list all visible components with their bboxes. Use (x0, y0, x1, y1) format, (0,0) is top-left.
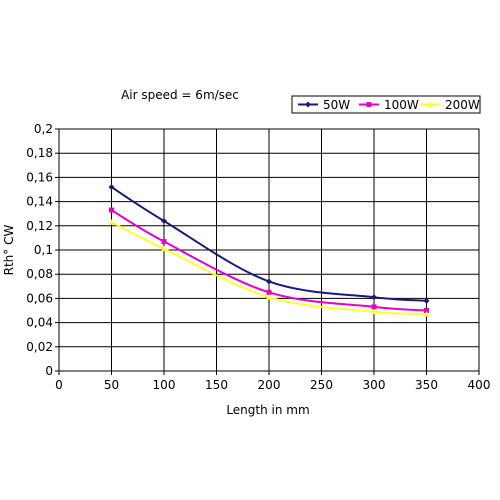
y-tick-label: 0,18 (26, 146, 53, 160)
series-100W (109, 207, 429, 313)
x-tick-label: 150 (205, 378, 228, 392)
data-point (266, 278, 272, 285)
y-tick-label: 0,12 (26, 219, 53, 233)
x-tick-label: 250 (310, 378, 333, 392)
data-point (424, 308, 429, 313)
data-point (161, 239, 167, 245)
data-point (161, 245, 167, 252)
x-tick-label: 50 (104, 378, 119, 392)
y-tick-label: 0,16 (26, 170, 53, 184)
y-tick-label: 0,14 (26, 195, 53, 209)
legend-label: 100W (384, 98, 419, 112)
y-axis-label: Rth° CW (2, 225, 16, 276)
legend-marker (366, 102, 372, 107)
data-point (371, 294, 377, 301)
x-axis-label: Length in mm (226, 403, 309, 417)
data-point (266, 289, 272, 295)
data-point (423, 311, 430, 317)
chart-annotation: Air speed = 6m/sec (121, 88, 239, 102)
legend: 50W 100W 200W (291, 95, 481, 114)
x-tick-label: 0 (55, 378, 63, 392)
ticks: 0 0,02 0,04 0,06 0,08 0,1 0,12 0,14 0,16 0,18 0,2 0… (26, 122, 490, 392)
data-point (371, 308, 377, 315)
y-tick-label: 0,2 (34, 122, 53, 136)
y-tick-label: 0,08 (26, 267, 53, 281)
y-tick-label: 0 (45, 364, 53, 378)
series-50W (108, 184, 430, 304)
legend-box (291, 95, 481, 114)
y-tick-label: 0,06 (26, 291, 53, 305)
y-tick-label: 0,1 (34, 243, 53, 257)
legend-item-50W: 50W (298, 98, 350, 112)
legend-marker (427, 101, 433, 107)
legend-marker (305, 101, 311, 108)
legend-label: 200W (445, 98, 480, 112)
data-point (371, 304, 377, 310)
x-tick-label: 100 (153, 378, 176, 392)
y-tick-label: 0,02 (26, 340, 53, 354)
data-point (109, 207, 114, 213)
data-point (108, 184, 115, 191)
legend-item-200W: 200W (420, 98, 480, 112)
x-tick-label: 300 (363, 378, 386, 392)
data-point (161, 217, 167, 224)
data-point (423, 297, 430, 304)
x-tick-label: 350 (415, 378, 438, 392)
y-tick-label: 0,04 (26, 316, 53, 330)
series-200W (108, 219, 430, 317)
grid (58, 128, 480, 372)
x-tick-label: 200 (258, 378, 281, 392)
data-point (266, 294, 272, 300)
data-point (108, 219, 115, 225)
series (108, 184, 430, 317)
legend-label: 50W (323, 98, 350, 112)
x-tick-label: 400 (468, 378, 491, 392)
legend-item-100W: 100W (359, 98, 419, 112)
